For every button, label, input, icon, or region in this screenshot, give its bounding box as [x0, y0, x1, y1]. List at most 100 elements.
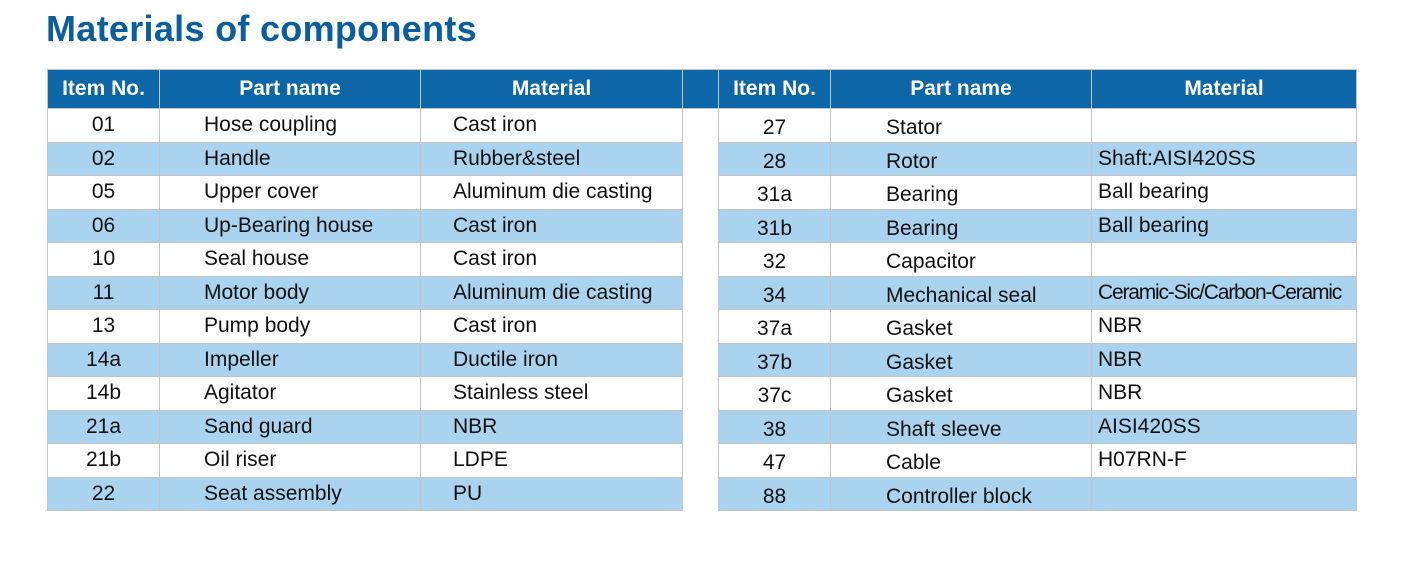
gap-cell [682, 376, 719, 410]
material-cell: Ball bearing [1091, 208, 1357, 243]
materials-table: Item No. Part name Material Item No. Par… [47, 69, 1357, 511]
table-row: 21a Sand guard NBR 38 Shaft sleeve AISI420SS [47, 409, 1357, 444]
material-cell: Stainless steel [420, 376, 683, 411]
part-name-cell: Hose coupling [159, 108, 421, 143]
table-row: 13 Pump body Cast iron 37a Gasket NBR [47, 309, 1357, 344]
table-row: 10 Seal house Cast iron 32 Capacitor [47, 242, 1357, 277]
header-gap [682, 69, 719, 109]
item-no-cell: 31a [718, 175, 831, 210]
material-cell: NBR [1091, 342, 1357, 377]
table-header-row: Item No. Part name Material Item No. Par… [47, 69, 1357, 109]
table-row: 05 Upper cover Aluminum die casting 31a Bear… [47, 175, 1357, 210]
item-no-cell: 88 [718, 476, 831, 511]
part-name-cell: Sand guard [159, 409, 421, 444]
item-no-cell: 13 [47, 309, 160, 344]
item-no-cell: 22 [47, 476, 160, 511]
header-item-no-right: Item No. [718, 69, 831, 109]
item-no-cell: 32 [718, 242, 831, 277]
part-name-cell: Agitator [159, 376, 421, 411]
part-name-cell: Cable [830, 443, 1092, 478]
material-cell [1091, 476, 1357, 511]
item-no-cell: 27 [718, 108, 831, 143]
part-name-cell: Capacitor [830, 242, 1092, 277]
table-row: 11 Motor body Aluminum die casting 34 Mechan… [47, 275, 1357, 310]
part-name-cell: Oil riser [159, 443, 421, 478]
item-no-cell: 01 [47, 108, 160, 143]
material-cell: NBR [1091, 309, 1357, 344]
gap-cell [682, 209, 719, 243]
item-no-cell: 37c [718, 376, 831, 411]
material-cell: Cast iron [420, 108, 683, 143]
gap-cell [682, 175, 719, 209]
material-cell: Ceramic-Sic/Carbon-Ceramic [1091, 275, 1357, 310]
part-name-cell: Pump body [159, 309, 421, 344]
material-cell: Cast iron [420, 242, 683, 277]
table-row: 14a Impeller Ductile iron 37b Gasket NBR [47, 342, 1357, 377]
material-cell [1091, 108, 1357, 143]
page-title: Materials of components [46, 8, 477, 49]
material-cell: AISI420SS [1091, 409, 1357, 444]
material-cell: Ball bearing [1091, 175, 1357, 210]
part-name-cell: Bearing [830, 208, 1092, 243]
item-no-cell: 37b [718, 342, 831, 377]
header-material-left: Material [420, 69, 683, 109]
part-name-cell: Bearing [830, 175, 1092, 210]
material-cell [1091, 242, 1357, 277]
header-part-name-left: Part name [159, 69, 421, 109]
material-cell: Aluminum die casting [420, 275, 683, 310]
item-no-cell: 38 [718, 409, 831, 444]
material-cell: Rubber&steel [420, 141, 683, 176]
gap-cell [682, 142, 719, 176]
part-name-cell: Gasket [830, 309, 1092, 344]
part-name-cell: Rotor [830, 141, 1092, 176]
gap-cell [682, 242, 719, 276]
gap-cell [682, 443, 719, 477]
material-cell: NBR [1091, 376, 1357, 411]
item-no-cell: 28 [718, 141, 831, 176]
gap-cell [682, 108, 719, 142]
material-cell: LDPE [420, 443, 683, 478]
item-no-cell: 21a [47, 409, 160, 444]
part-name-cell: Gasket [830, 342, 1092, 377]
item-no-cell: 47 [718, 443, 831, 478]
material-cell: PU [420, 476, 683, 511]
part-name-cell: Seat assembly [159, 476, 421, 511]
part-name-cell: Shaft sleeve [830, 409, 1092, 444]
item-no-cell: 10 [47, 242, 160, 277]
gap-cell [682, 410, 719, 444]
header-part-name-right: Part name [830, 69, 1092, 109]
part-name-cell: Handle [159, 141, 421, 176]
material-cell: NBR [420, 409, 683, 444]
header-material-right: Material [1091, 69, 1357, 109]
material-cell: H07RN-F [1091, 443, 1357, 478]
table-row: 22 Seat assembly PU 88 Controller block [47, 476, 1357, 511]
item-no-cell: 05 [47, 175, 160, 210]
part-name-cell: Upper cover [159, 175, 421, 210]
part-name-cell: Gasket [830, 376, 1092, 411]
table-row: 06 Up-Bearing house Cast iron 31b Bearing Bal… [47, 208, 1357, 243]
item-no-cell: 11 [47, 275, 160, 310]
item-no-cell: 14a [47, 342, 160, 377]
table-row: 02 Handle Rubber&steel 28 Rotor Shaft:AISI420… [47, 141, 1357, 176]
material-cell: Ductile iron [420, 342, 683, 377]
table-row: 21b Oil riser LDPE 47 Cable H07RN-F [47, 443, 1357, 478]
material-cell: Shaft:AISI420SS [1091, 141, 1357, 176]
material-cell: Cast iron [420, 208, 683, 243]
gap-cell [682, 477, 719, 511]
part-name-cell: Impeller [159, 342, 421, 377]
part-name-cell: Seal house [159, 242, 421, 277]
item-no-cell: 02 [47, 141, 160, 176]
part-name-cell: Stator [830, 108, 1092, 143]
material-cell: Cast iron [420, 309, 683, 344]
part-name-cell: Up-Bearing house [159, 208, 421, 243]
gap-cell [682, 343, 719, 377]
item-no-cell: 06 [47, 208, 160, 243]
item-no-cell: 31b [718, 208, 831, 243]
part-name-cell: Mechanical seal [830, 275, 1092, 310]
item-no-cell: 34 [718, 275, 831, 310]
part-name-cell: Controller block [830, 476, 1092, 511]
table-row: 14b Agitator Stainless steel 37c Gasket NBR [47, 376, 1357, 411]
item-no-cell: 14b [47, 376, 160, 411]
item-no-cell: 37a [718, 309, 831, 344]
gap-cell [682, 276, 719, 310]
